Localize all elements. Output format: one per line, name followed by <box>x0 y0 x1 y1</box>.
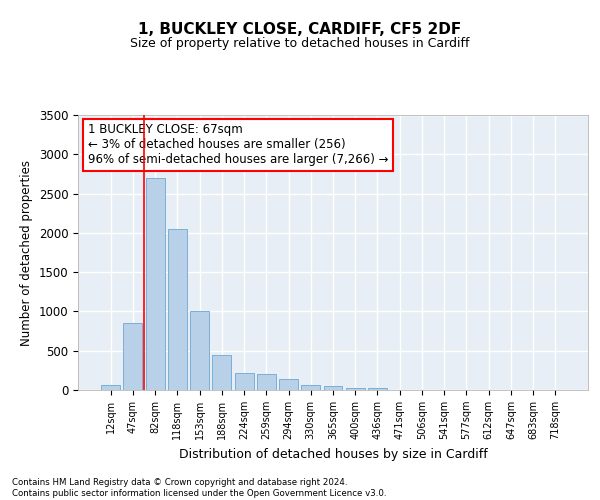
Bar <box>323 386 343 390</box>
Text: 1, BUCKLEY CLOSE, CARDIFF, CF5 2DF: 1, BUCKLEY CLOSE, CARDIFF, CF5 2DF <box>139 22 461 38</box>
Bar <box>190 312 209 390</box>
Bar <box>101 385 120 390</box>
Bar <box>235 372 254 390</box>
Bar <box>368 388 387 390</box>
Text: Contains HM Land Registry data © Crown copyright and database right 2024.
Contai: Contains HM Land Registry data © Crown c… <box>12 478 386 498</box>
Bar <box>257 374 276 390</box>
Y-axis label: Number of detached properties: Number of detached properties <box>20 160 33 346</box>
Bar <box>212 354 231 390</box>
Bar <box>346 388 365 390</box>
Text: 1 BUCKLEY CLOSE: 67sqm
← 3% of detached houses are smaller (256)
96% of semi-det: 1 BUCKLEY CLOSE: 67sqm ← 3% of detached … <box>88 123 389 166</box>
Bar <box>168 229 187 390</box>
Text: Size of property relative to detached houses in Cardiff: Size of property relative to detached ho… <box>130 38 470 51</box>
Bar <box>301 385 320 390</box>
Bar <box>146 178 164 390</box>
Bar <box>279 380 298 390</box>
X-axis label: Distribution of detached houses by size in Cardiff: Distribution of detached houses by size … <box>179 448 487 460</box>
Bar <box>124 323 142 390</box>
